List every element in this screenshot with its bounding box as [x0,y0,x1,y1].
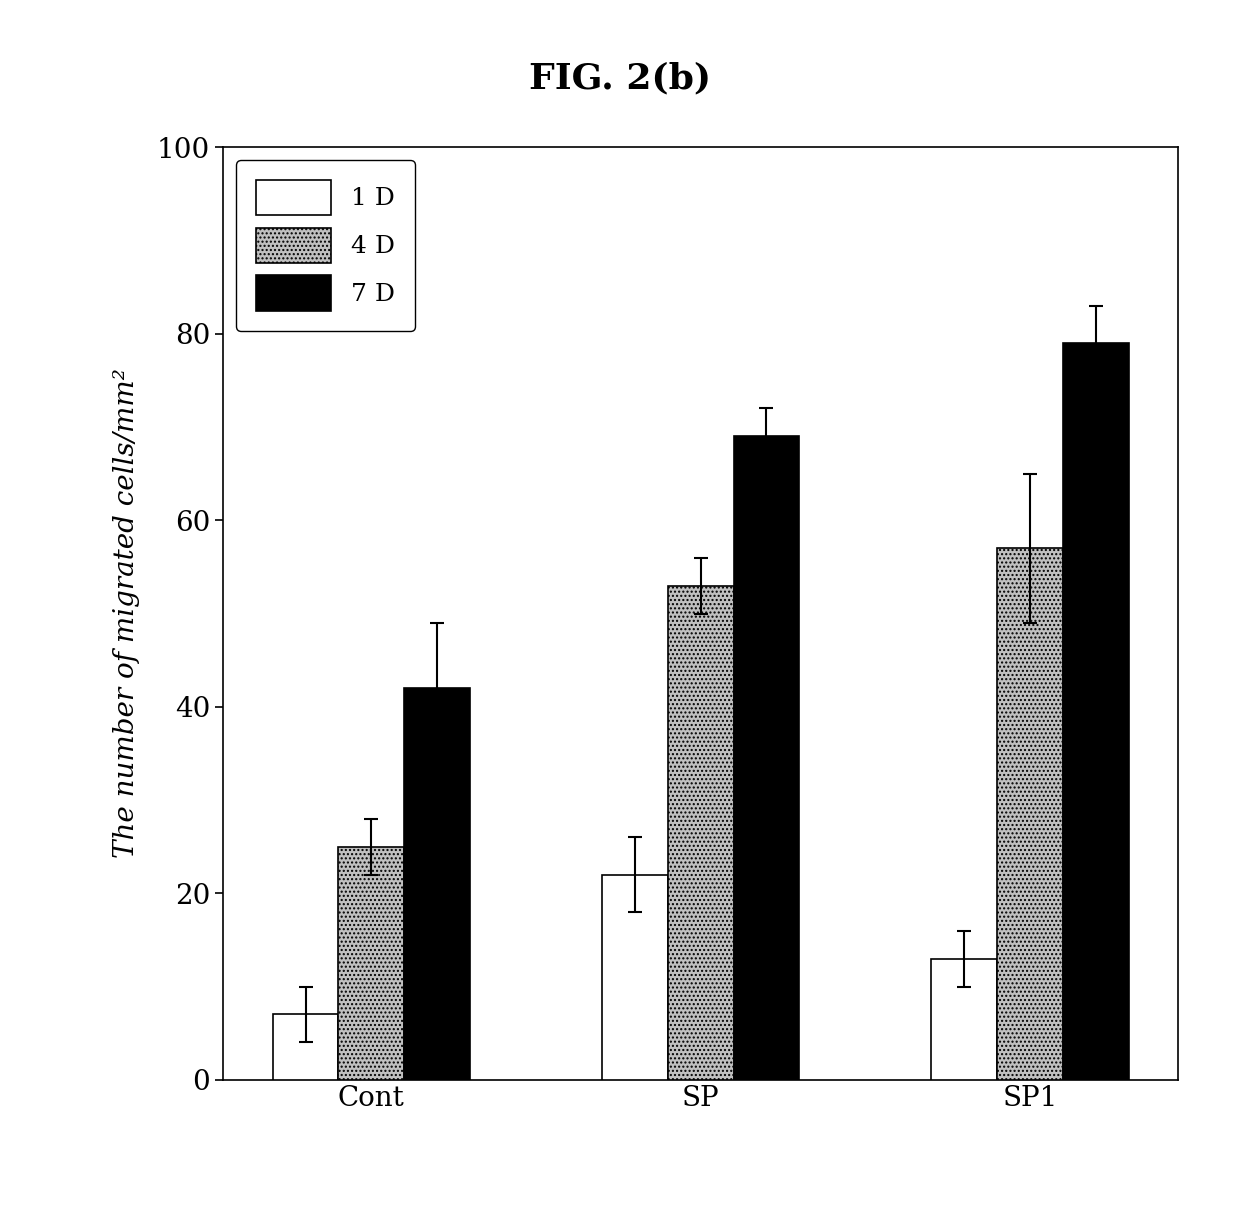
Bar [667,585,734,1080]
Bar [273,1015,339,1080]
Bar [1063,344,1128,1080]
Legend: 1 D, 4 D, 7 D: 1 D, 4 D, 7 D [236,160,414,331]
Bar [404,688,470,1080]
Text: FIG. 2(b): FIG. 2(b) [529,61,711,96]
Y-axis label: The number of migrated cells/mm²: The number of migrated cells/mm² [113,368,140,859]
Bar [734,437,800,1080]
Bar [997,548,1063,1080]
Bar [931,958,997,1080]
Bar [339,847,404,1080]
Bar [601,875,667,1080]
